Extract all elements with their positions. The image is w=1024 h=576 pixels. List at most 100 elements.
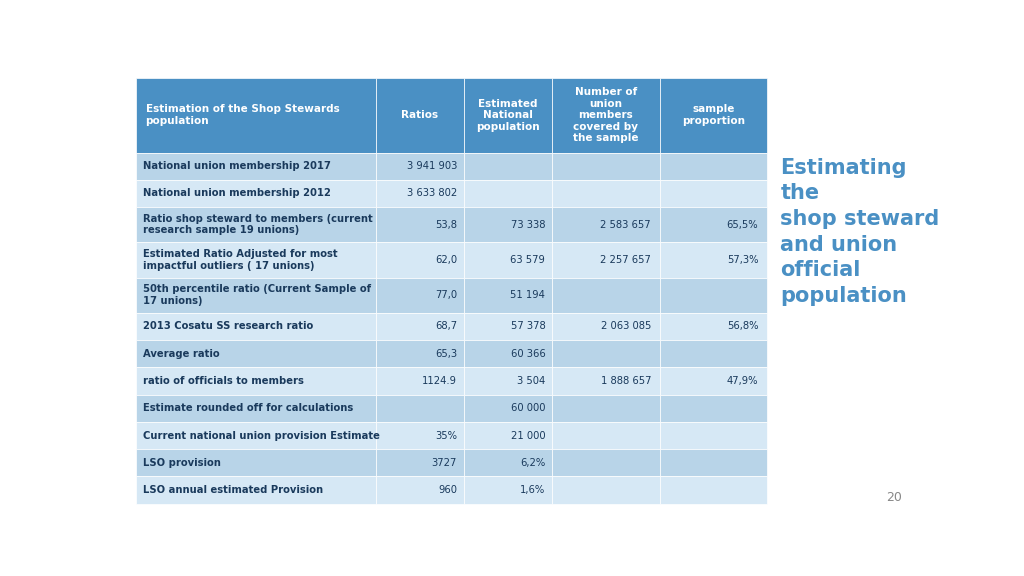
Text: Current national union provision Estimate: Current national union provision Estimat… — [143, 431, 380, 441]
Bar — [659, 476, 767, 504]
Bar — [464, 340, 552, 367]
Bar — [136, 313, 376, 340]
Text: National union membership 2017: National union membership 2017 — [143, 161, 331, 171]
Bar — [552, 340, 659, 367]
Bar — [136, 207, 376, 242]
Bar — [659, 180, 767, 207]
Bar — [464, 395, 552, 422]
Bar — [136, 153, 376, 180]
Text: Ratios: Ratios — [401, 110, 438, 120]
Text: 960: 960 — [438, 485, 457, 495]
Text: Estimated
National
population: Estimated National population — [476, 98, 540, 132]
Bar — [136, 78, 376, 153]
Text: 51 194: 51 194 — [510, 290, 545, 300]
Bar — [136, 340, 376, 367]
Bar — [464, 207, 552, 242]
Bar — [464, 242, 552, 278]
Bar — [376, 242, 464, 278]
Text: 68,7: 68,7 — [435, 321, 457, 332]
Bar — [136, 476, 376, 504]
Bar — [659, 153, 767, 180]
Text: 21 000: 21 000 — [511, 431, 545, 441]
Bar — [659, 242, 767, 278]
Text: LSO annual estimated Provision: LSO annual estimated Provision — [143, 485, 324, 495]
Text: 57,3%: 57,3% — [727, 255, 758, 265]
Text: National union membership 2012: National union membership 2012 — [143, 188, 331, 198]
Bar — [552, 78, 659, 153]
Bar — [659, 78, 767, 153]
Bar — [552, 242, 659, 278]
Text: ratio of officials to members: ratio of officials to members — [143, 376, 304, 386]
Bar — [552, 449, 659, 476]
Text: 3 633 802: 3 633 802 — [407, 188, 457, 198]
Bar — [659, 449, 767, 476]
Text: 50th percentile ratio (Current Sample of
17 unions): 50th percentile ratio (Current Sample of… — [143, 285, 372, 306]
Bar — [376, 207, 464, 242]
Bar — [659, 395, 767, 422]
Text: 20: 20 — [886, 491, 902, 504]
Bar — [376, 449, 464, 476]
Bar — [552, 180, 659, 207]
Text: 57 378: 57 378 — [511, 321, 545, 332]
Text: 1 888 657: 1 888 657 — [600, 376, 651, 386]
Text: 60 366: 60 366 — [511, 348, 545, 359]
Bar — [376, 422, 464, 449]
Bar — [659, 422, 767, 449]
Bar — [376, 78, 464, 153]
Bar — [464, 422, 552, 449]
Bar — [136, 449, 376, 476]
Text: 65,5%: 65,5% — [727, 219, 758, 230]
Text: 3 941 903: 3 941 903 — [407, 161, 457, 171]
Text: 60 000: 60 000 — [511, 403, 545, 414]
Bar — [659, 278, 767, 313]
Bar — [552, 278, 659, 313]
Bar — [464, 153, 552, 180]
Bar — [376, 476, 464, 504]
Bar — [376, 153, 464, 180]
Bar — [552, 395, 659, 422]
Bar — [552, 422, 659, 449]
Text: 47,9%: 47,9% — [727, 376, 758, 386]
Bar — [136, 422, 376, 449]
Bar — [464, 180, 552, 207]
Text: sample
proportion: sample proportion — [682, 104, 744, 126]
Bar — [376, 367, 464, 395]
Text: 62,0: 62,0 — [435, 255, 457, 265]
Text: Estimating
the
shop steward
and union
official
population: Estimating the shop steward and union of… — [780, 158, 940, 306]
Text: 56,8%: 56,8% — [727, 321, 758, 332]
Bar — [136, 278, 376, 313]
Text: Estimated Ratio Adjusted for most
impactful outliers ( 17 unions): Estimated Ratio Adjusted for most impact… — [143, 249, 338, 271]
Text: 2 257 657: 2 257 657 — [600, 255, 651, 265]
Bar — [464, 78, 552, 153]
Bar — [552, 313, 659, 340]
Bar — [464, 449, 552, 476]
Text: Average ratio: Average ratio — [143, 348, 220, 359]
Bar — [376, 180, 464, 207]
Text: 2 063 085: 2 063 085 — [601, 321, 651, 332]
Bar — [464, 313, 552, 340]
Text: Ratio shop steward to members (current
research sample 19 unions): Ratio shop steward to members (current r… — [143, 214, 373, 236]
Text: 1,6%: 1,6% — [520, 485, 545, 495]
Bar — [136, 395, 376, 422]
Text: Estimation of the Shop Stewards
population: Estimation of the Shop Stewards populati… — [145, 104, 339, 126]
Bar — [376, 340, 464, 367]
Bar — [552, 153, 659, 180]
Text: 2013 Cosatu SS research ratio: 2013 Cosatu SS research ratio — [143, 321, 313, 332]
Bar — [464, 476, 552, 504]
Bar — [464, 278, 552, 313]
Text: 77,0: 77,0 — [435, 290, 457, 300]
Text: Estimate rounded off for calculations: Estimate rounded off for calculations — [143, 403, 353, 414]
Bar — [659, 340, 767, 367]
Bar — [376, 313, 464, 340]
Text: 6,2%: 6,2% — [520, 458, 545, 468]
Text: 63 579: 63 579 — [510, 255, 545, 265]
Bar — [552, 476, 659, 504]
Bar — [464, 367, 552, 395]
Text: LSO provision: LSO provision — [143, 458, 221, 468]
Bar — [659, 207, 767, 242]
Text: Number of
union
members
covered by
the sample: Number of union members covered by the s… — [573, 87, 639, 143]
Text: 65,3: 65,3 — [435, 348, 457, 359]
Text: 53,8: 53,8 — [435, 219, 457, 230]
Text: 1124.9: 1124.9 — [422, 376, 457, 386]
Bar — [552, 207, 659, 242]
